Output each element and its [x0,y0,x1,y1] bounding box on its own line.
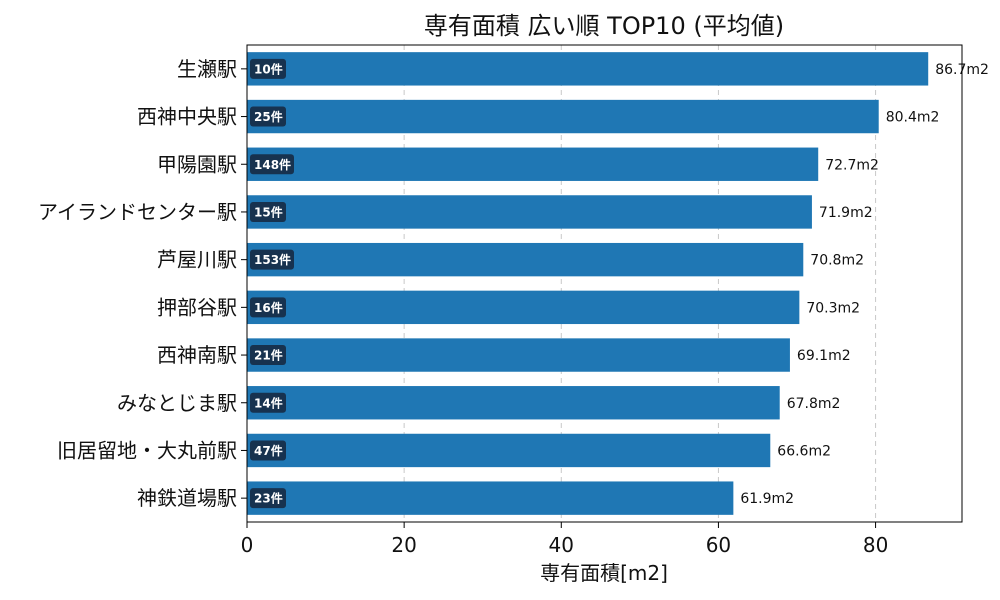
count-badge [250,154,294,175]
value-label: 61.9m2 [740,491,794,507]
count-label: 148件 [254,157,291,172]
count-badge [250,488,286,509]
count-label: 16件 [254,300,283,315]
x-tick-label: 20 [391,533,416,557]
bar [247,242,804,277]
y-tick-label: 甲陽園駅 [157,152,237,176]
count-badge [250,58,286,79]
y-tick-label: 神鉄道場駅 [137,486,237,510]
x-axis-label: 専有面積[m2] [540,561,668,585]
value-label: 67.8m2 [787,396,841,412]
y-tick-label: アイランドセンター駅 [38,200,237,224]
count-badge [250,297,286,318]
count-label: 14件 [254,395,283,410]
count-badge [250,106,286,127]
bar [247,52,929,86]
count-badge [250,392,286,413]
bar [247,386,780,420]
bar [247,433,771,468]
bar [247,338,790,372]
bar [247,99,879,134]
bar [247,195,812,229]
y-tick-label: 芦屋川駅 [157,248,237,272]
y-tick-label: 生瀬駅 [177,57,237,81]
count-badge [250,440,286,461]
y-tick-label: 西神中央駅 [137,105,237,129]
value-label: 71.9m2 [819,205,873,221]
value-label: 70.3m2 [806,300,860,316]
y-tick-label: 押部谷駅 [157,295,237,319]
value-label: 70.8m2 [810,253,864,269]
count-label: 25件 [254,109,283,124]
plot-frame [246,44,963,523]
x-tick-label: 40 [549,533,574,557]
chart-title: 専有面積 広い順 TOP10 (平均値) [424,12,784,40]
count-label: 21件 [254,348,283,363]
y-tick-label: みなとじま駅 [117,391,237,415]
count-label: 10件 [254,61,283,76]
y-tick-label: 旧居留地・大丸前駅 [57,438,237,462]
x-tick-label: 0 [241,533,254,557]
x-tick-label: 80 [863,533,888,557]
count-badge [250,345,286,366]
count-label: 23件 [254,491,283,506]
value-label: 80.4m2 [886,110,940,126]
bar [247,290,800,325]
value-label: 72.7m2 [825,157,879,173]
bar [247,147,819,181]
value-label: 69.1m2 [797,348,851,364]
count-badge [250,201,286,222]
count-label: 153件 [254,252,291,267]
y-tick-label: 西神南駅 [157,343,237,367]
value-label: 66.6m2 [777,443,831,459]
axes: 0 20 40 60 80 生瀬駅西神中央駅甲陽園駅アイランドセンター駅芦屋川駅押部谷駅西… [38,57,888,557]
count-badge [250,249,294,270]
x-tick-label: 60 [706,533,731,557]
count-label: 47件 [254,443,283,458]
count-label: 15件 [254,204,283,219]
bar [247,481,734,515]
